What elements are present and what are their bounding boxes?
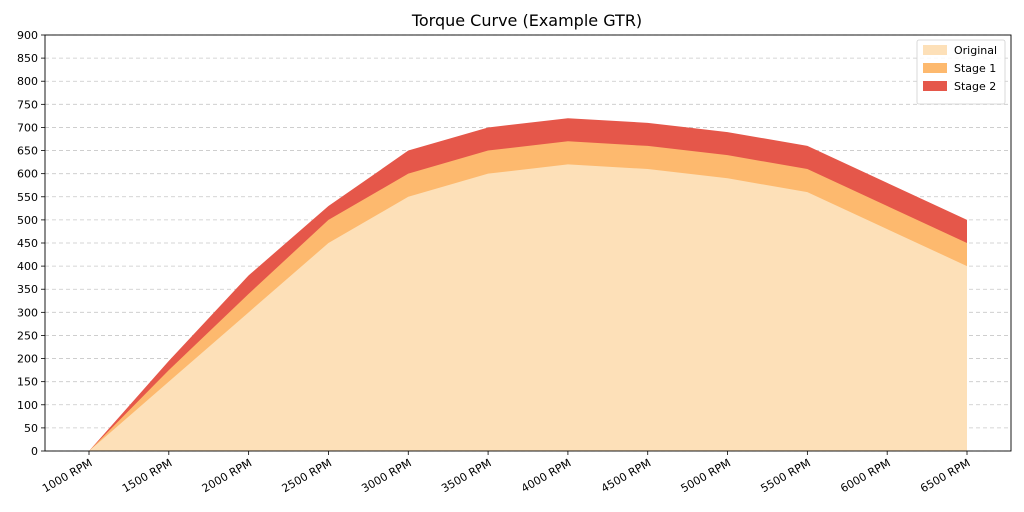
x-tick-label: 3000 RPM (359, 456, 413, 495)
y-tick-label: 100 (17, 399, 38, 412)
y-tick-label: 700 (17, 121, 38, 134)
legend-label: Stage 2 (954, 80, 996, 93)
x-tick-label: 2000 RPM (200, 456, 254, 495)
legend-label: Stage 1 (954, 62, 996, 75)
x-tick-label: 4000 RPM (519, 456, 573, 495)
y-tick-label: 300 (17, 306, 38, 319)
x-tick-label: 1000 RPM (40, 456, 94, 495)
legend-label: Original (954, 44, 997, 57)
y-tick-label: 450 (17, 237, 38, 250)
x-tick-label: 4500 RPM (599, 456, 653, 495)
y-tick-label: 50 (24, 422, 38, 435)
x-tick-label: 6500 RPM (918, 456, 972, 495)
legend-swatch-original (923, 45, 947, 55)
y-tick-label: 150 (17, 376, 38, 389)
y-tick-label: 400 (17, 260, 38, 273)
y-tick-label: 350 (17, 283, 38, 296)
y-tick-label: 500 (17, 214, 38, 227)
x-tick-label: 5000 RPM (679, 456, 733, 495)
x-tick-label: 1500 RPM (120, 456, 174, 495)
chart-title: Torque Curve (Example GTR) (411, 11, 642, 30)
y-tick-label: 600 (17, 168, 38, 181)
area-layer (89, 118, 967, 452)
y-tick-label: 650 (17, 145, 38, 158)
y-tick-label: 250 (17, 329, 38, 342)
y-tick-label: 550 (17, 191, 38, 204)
y-tick-label: 750 (17, 98, 38, 111)
legend-swatch-stage-2 (923, 81, 947, 91)
legend-swatch-stage-1 (923, 63, 947, 73)
y-tick-label: 200 (17, 353, 38, 366)
area-original (89, 164, 967, 451)
x-tick-label: 2500 RPM (280, 456, 334, 495)
legend: Original Stage 1 Stage 2 (916, 39, 1006, 105)
y-tick-label: 850 (17, 52, 38, 65)
x-tick-label: 5500 RPM (759, 456, 813, 495)
x-tick-label: 6000 RPM (838, 456, 892, 495)
y-tick-label: 0 (31, 445, 38, 458)
y-tick-label: 800 (17, 75, 38, 88)
y-tick-label: 900 (17, 29, 38, 42)
x-tick-label: 3500 RPM (439, 456, 493, 495)
